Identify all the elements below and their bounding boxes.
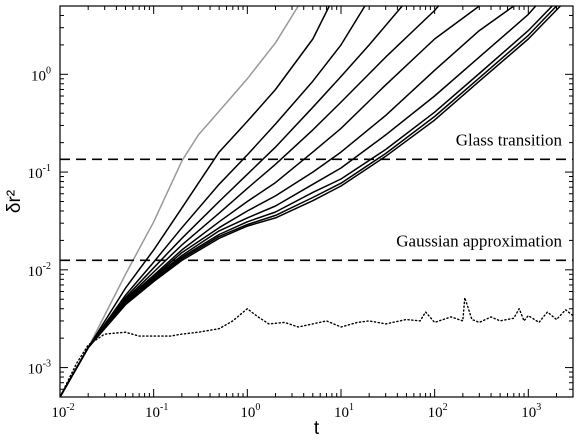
reference-line-label: Gaussian approximation [396,231,562,250]
axis-ticks [59,5,574,398]
reference-line-label: Glass transition [456,130,563,149]
series-line-2 [60,6,331,397]
series-line-11 [60,6,562,397]
series-line-10 [60,6,558,397]
x-tick-label: 100 [240,402,260,421]
series-line-1 [60,6,300,397]
series-line-3 [60,6,366,397]
x-tick-label: 101 [334,402,354,421]
series-line-4 [60,6,403,397]
y-axis-label: δr² [4,190,25,213]
x-tick-label: 103 [521,402,541,421]
x-tick-label: 10-1 [145,402,168,421]
x-tick-label: 10-2 [51,402,74,421]
x-tick-label: 102 [428,402,448,421]
y-tick-label: 10-3 [28,359,51,378]
y-tick-label: 100 [31,65,51,84]
x-axis-label: t [314,418,320,439]
series-line-8 [60,6,537,397]
plot-area [60,6,573,397]
series-line-dotted [60,296,573,397]
y-tick-label: 10-2 [28,261,51,280]
y-tick-label: 10-1 [28,163,51,182]
